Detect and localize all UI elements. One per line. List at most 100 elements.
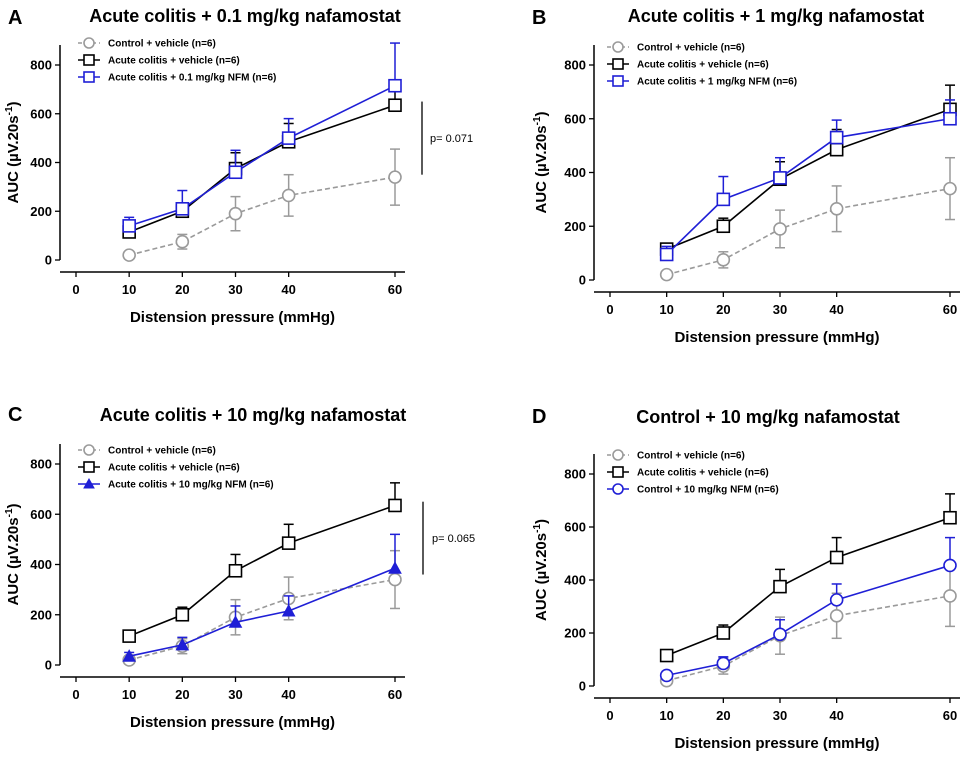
series-line bbox=[666, 564, 951, 677]
data-point bbox=[773, 171, 787, 185]
y-tick-label: 600 bbox=[30, 106, 52, 121]
legend-marker bbox=[612, 466, 624, 478]
chart-title: Acute colitis + 10 mg/kg nafamostat bbox=[100, 405, 407, 425]
series-line bbox=[128, 85, 396, 227]
data-point bbox=[716, 626, 731, 640]
x-tick-label: 40 bbox=[829, 708, 843, 723]
x-axis-label: Distension pressure (mmHg) bbox=[674, 735, 879, 752]
data-point bbox=[716, 219, 731, 234]
legend-label: Control + vehicle (n=6) bbox=[637, 451, 745, 462]
legend-marker bbox=[83, 37, 95, 49]
legend-label: Control + vehicle (n=6) bbox=[108, 446, 216, 457]
data-point bbox=[943, 181, 957, 196]
x-axis-label: Distension pressure (mmHg) bbox=[674, 329, 879, 346]
data-point bbox=[716, 192, 731, 207]
data-point bbox=[716, 656, 731, 671]
x-axis-label: Distension pressure (mmHg) bbox=[130, 714, 335, 731]
data-point bbox=[716, 253, 731, 267]
legend-marker bbox=[83, 444, 95, 456]
legend-marker bbox=[612, 483, 624, 495]
y-axis-label: AUC (µV.20s-1) bbox=[532, 111, 550, 213]
y-tick-label: 0 bbox=[45, 253, 52, 268]
legend-marker bbox=[612, 75, 624, 87]
x-tick-label: 10 bbox=[122, 282, 136, 297]
y-axis-label-end: ) bbox=[533, 519, 550, 524]
x-tick-label: 0 bbox=[606, 302, 613, 317]
data-point bbox=[659, 267, 674, 282]
y-tick-label: 200 bbox=[30, 204, 52, 219]
y-tick-label: 400 bbox=[564, 165, 586, 180]
series-2 bbox=[659, 99, 957, 262]
chart-title: Acute colitis + 0.1 mg/kg nafamostat bbox=[89, 6, 401, 26]
data-point bbox=[175, 234, 190, 249]
x-tick-label: 60 bbox=[943, 302, 957, 317]
legend-marker bbox=[612, 58, 624, 70]
y-tick-label: 200 bbox=[564, 626, 586, 641]
x-tick-label: 0 bbox=[606, 708, 613, 723]
series-line bbox=[666, 108, 951, 250]
data-point bbox=[122, 248, 136, 262]
series-line bbox=[666, 117, 951, 256]
series-0 bbox=[659, 156, 957, 282]
y-tick-label: 600 bbox=[564, 111, 586, 126]
y-axis-label: AUC (µV.20s-1) bbox=[4, 503, 22, 605]
data-point bbox=[829, 201, 844, 216]
panel-c: C Acute colitis + 10 mg/kg nafamostat0200… bbox=[4, 404, 475, 731]
series-0 bbox=[122, 148, 402, 262]
panel-d: D Control + 10 mg/kg nafamostat0200400600… bbox=[532, 406, 960, 752]
x-tick-label: 60 bbox=[388, 687, 402, 702]
data-point bbox=[281, 536, 296, 550]
data-point bbox=[829, 142, 844, 157]
y-axis-label-sup: -1 bbox=[4, 106, 15, 115]
y-tick-label: 200 bbox=[30, 607, 52, 622]
legend-marker bbox=[83, 54, 95, 66]
x-tick-label: 10 bbox=[659, 302, 673, 317]
y-tick-label: 600 bbox=[564, 520, 586, 535]
x-tick-label: 30 bbox=[228, 282, 242, 297]
x-tick-label: 10 bbox=[122, 687, 136, 702]
series-2 bbox=[122, 533, 402, 662]
panel-b: B Acute colitis + 1 mg/kg nafamostat02004… bbox=[532, 6, 960, 346]
legend: Control + vehicle (n=6) Acute colitis + v… bbox=[78, 444, 274, 491]
data-point bbox=[281, 603, 296, 617]
x-tick-label: 40 bbox=[281, 687, 295, 702]
data-point bbox=[175, 202, 190, 216]
data-point bbox=[228, 615, 243, 628]
x-tick-label: 30 bbox=[228, 687, 242, 702]
y-axis-label-sup: -1 bbox=[532, 116, 543, 125]
data-point bbox=[228, 206, 243, 221]
legend-marker bbox=[83, 477, 95, 489]
data-point bbox=[388, 498, 402, 513]
data-point bbox=[388, 572, 402, 587]
y-tick-label: 400 bbox=[30, 155, 52, 170]
x-tick-label: 30 bbox=[773, 302, 787, 317]
data-point bbox=[659, 247, 674, 262]
legend-marker bbox=[83, 461, 95, 473]
data-point bbox=[388, 170, 402, 184]
y-tick-label: 0 bbox=[45, 658, 52, 673]
y-axis-label-sup: -1 bbox=[4, 508, 15, 517]
pvalue-label: p= 0.071 bbox=[430, 133, 473, 145]
x-tick-label: 0 bbox=[72, 282, 79, 297]
data-point bbox=[829, 608, 844, 623]
legend-marker bbox=[612, 449, 624, 461]
data-point bbox=[122, 219, 136, 233]
y-axis-label-main: AUC (µV.20s bbox=[533, 125, 550, 213]
data-point bbox=[228, 165, 243, 180]
data-point bbox=[773, 222, 787, 236]
x-tick-label: 10 bbox=[659, 708, 673, 723]
data-point bbox=[943, 589, 957, 603]
legend-label: Acute colitis + 1 mg/kg NFM (n=6) bbox=[637, 77, 797, 88]
panel-letter: D bbox=[532, 406, 546, 428]
legend-marker bbox=[83, 71, 95, 83]
series-1 bbox=[122, 482, 402, 643]
panel-letter: A bbox=[8, 7, 22, 29]
x-tick-label: 0 bbox=[72, 687, 79, 702]
data-point bbox=[228, 563, 243, 578]
series-1 bbox=[659, 493, 957, 663]
chart-title: Control + 10 mg/kg nafamostat bbox=[636, 407, 900, 427]
y-tick-label: 800 bbox=[564, 467, 586, 482]
x-tick-label: 30 bbox=[773, 708, 787, 723]
data-point bbox=[659, 668, 674, 683]
data-point bbox=[829, 550, 844, 565]
